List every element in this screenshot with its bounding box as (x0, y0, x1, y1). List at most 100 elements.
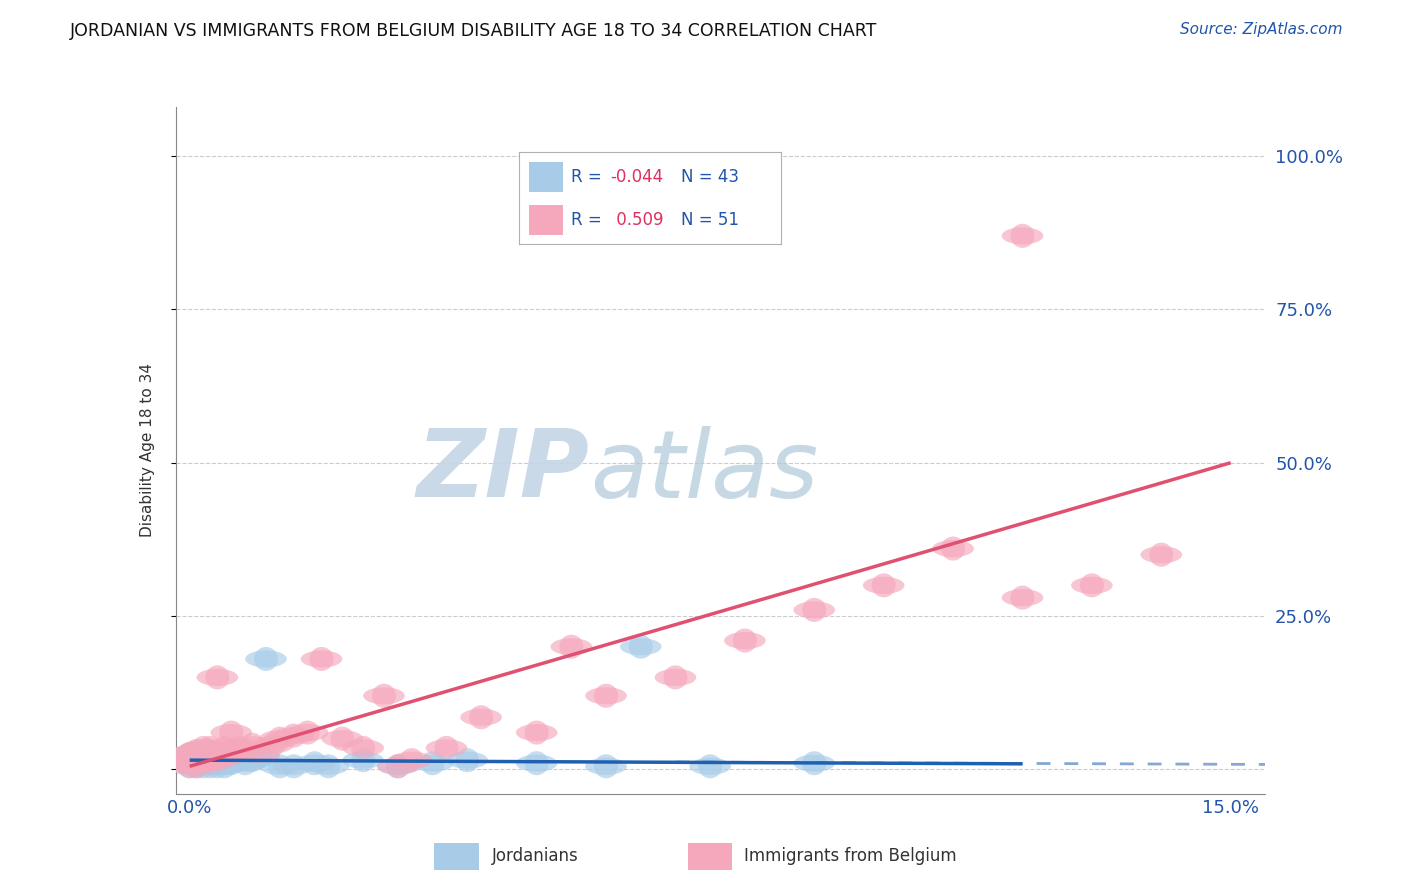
Point (193, 753, 215, 767)
Point (219, 756, 242, 771)
Ellipse shape (197, 755, 238, 772)
Point (207, 750, 229, 764)
Ellipse shape (551, 638, 592, 656)
Ellipse shape (218, 739, 259, 756)
Ellipse shape (238, 746, 280, 763)
Bar (530, 161, 564, 192)
Point (803, 603, 825, 617)
Point (311, 652, 333, 666)
Point (214, 759, 236, 773)
Ellipse shape (516, 724, 557, 741)
Ellipse shape (169, 755, 211, 772)
Point (247, 750, 270, 764)
Ellipse shape (169, 746, 211, 763)
Text: N = 43: N = 43 (681, 168, 740, 186)
Point (219, 747, 242, 761)
Point (240, 738, 263, 752)
Text: Source: ZipAtlas.com: Source: ZipAtlas.com (1180, 22, 1343, 37)
Point (1081, 578, 1104, 592)
Point (456, 753, 478, 767)
Ellipse shape (183, 752, 225, 769)
Ellipse shape (273, 727, 315, 744)
Point (269, 731, 291, 746)
Point (186, 750, 208, 764)
Text: R =: R = (571, 168, 607, 186)
Point (193, 759, 215, 773)
Point (247, 747, 270, 761)
Point (630, 640, 652, 654)
Ellipse shape (169, 746, 211, 763)
Point (186, 759, 208, 773)
Ellipse shape (176, 748, 218, 765)
Ellipse shape (197, 746, 238, 763)
Point (214, 753, 236, 767)
Y-axis label: Disability Age 18 to 34: Disability Age 18 to 34 (141, 363, 155, 538)
Point (233, 756, 256, 771)
Ellipse shape (655, 669, 696, 686)
Ellipse shape (190, 755, 231, 772)
Ellipse shape (620, 638, 662, 656)
Ellipse shape (412, 755, 453, 772)
Ellipse shape (169, 752, 211, 769)
Point (1011, 591, 1033, 605)
Ellipse shape (363, 687, 405, 705)
Point (262, 738, 284, 752)
Ellipse shape (190, 748, 231, 765)
Bar (530, 205, 564, 235)
Ellipse shape (1071, 577, 1112, 594)
Ellipse shape (231, 752, 273, 769)
Point (186, 744, 208, 758)
Point (664, 670, 686, 684)
Text: atlas: atlas (591, 425, 818, 516)
Ellipse shape (169, 752, 211, 769)
Ellipse shape (176, 757, 218, 775)
Point (401, 753, 423, 767)
Ellipse shape (287, 724, 329, 741)
Ellipse shape (176, 755, 218, 772)
Ellipse shape (176, 748, 218, 765)
Text: JORDANIAN VS IMMIGRANTS FROM BELGIUM DISABILITY AGE 18 TO 34 CORRELATION CHART: JORDANIAN VS IMMIGRANTS FROM BELGIUM DIS… (70, 22, 877, 40)
Ellipse shape (342, 739, 384, 756)
Point (422, 756, 444, 771)
Point (179, 747, 201, 761)
Ellipse shape (377, 757, 419, 775)
Ellipse shape (342, 752, 384, 769)
Point (214, 740, 236, 755)
Point (200, 756, 222, 771)
Ellipse shape (176, 755, 218, 772)
Ellipse shape (391, 752, 433, 769)
Ellipse shape (211, 748, 252, 765)
Point (207, 747, 229, 761)
Point (219, 750, 242, 764)
Point (595, 689, 617, 703)
Ellipse shape (176, 752, 218, 769)
Point (560, 640, 582, 654)
Ellipse shape (863, 577, 904, 594)
Ellipse shape (169, 748, 211, 765)
Point (186, 750, 208, 764)
Ellipse shape (585, 757, 627, 775)
Point (179, 753, 201, 767)
Bar (688, 843, 733, 870)
Ellipse shape (197, 757, 238, 775)
Point (283, 729, 305, 743)
Ellipse shape (211, 746, 252, 763)
Point (193, 753, 215, 767)
Ellipse shape (426, 739, 467, 756)
Point (186, 756, 208, 771)
Ellipse shape (245, 650, 287, 667)
Point (318, 759, 340, 773)
Ellipse shape (585, 687, 627, 705)
Point (200, 740, 222, 755)
Point (233, 744, 256, 758)
Ellipse shape (204, 748, 245, 765)
Ellipse shape (176, 746, 218, 763)
Text: 0.509: 0.509 (610, 211, 664, 229)
Ellipse shape (1140, 546, 1182, 564)
Point (942, 541, 965, 556)
Point (734, 633, 756, 648)
Ellipse shape (183, 748, 225, 765)
Point (240, 753, 263, 767)
Text: ZIP: ZIP (418, 425, 591, 517)
Point (186, 756, 208, 771)
